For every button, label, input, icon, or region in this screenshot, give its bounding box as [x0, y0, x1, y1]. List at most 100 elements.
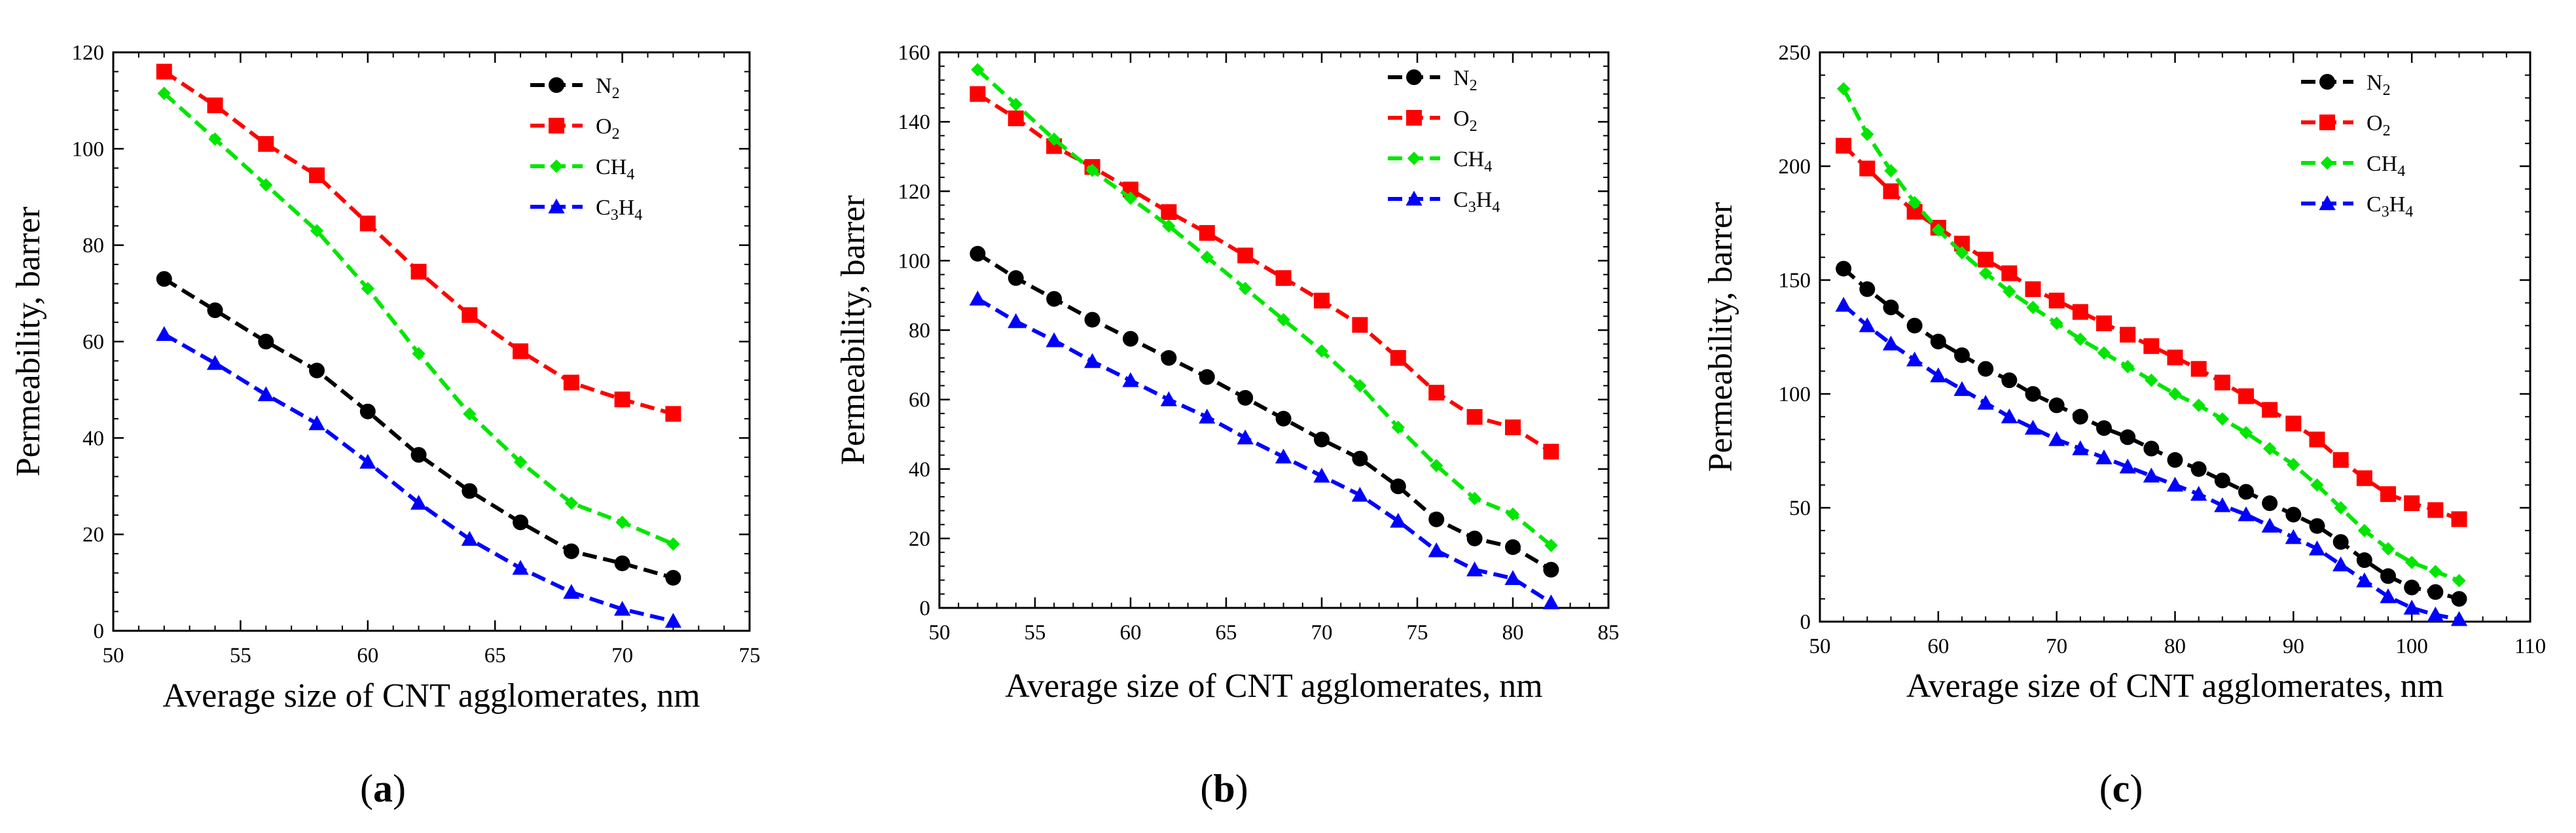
legend-marker	[1406, 110, 1422, 126]
data-point-CH4	[1884, 164, 1898, 178]
data-point-CH4	[2097, 346, 2111, 360]
data-point-C3H4	[1199, 408, 1216, 424]
chart-panel-1: 50 55 60 65 70 75 80 85 0 20 40 60 80 100 120 140 160 Ave…	[835, 41, 1620, 810]
data-point-C3H4	[2214, 497, 2231, 512]
data-point-CH4	[1836, 82, 1851, 96]
data-point-C3H4	[1428, 542, 1445, 558]
legend-label-CH4: CH4	[1453, 147, 1492, 175]
x-tick-label: 65	[484, 644, 506, 667]
data-point-O2	[1883, 183, 1899, 200]
data-point-O2	[563, 374, 579, 391]
data-point-C3H4	[2095, 449, 2113, 465]
y-tick-label: 250	[1779, 41, 1811, 65]
legend-label-sub: 4	[634, 207, 642, 224]
data-point-N2	[359, 403, 376, 419]
data-point-N2	[2262, 495, 2278, 512]
y-tick-label: 140	[898, 111, 931, 134]
y-tick-label: 100	[898, 249, 931, 273]
data-point-O2	[2048, 292, 2065, 309]
x-tick-label: 70	[2046, 635, 2067, 658]
data-point-N2	[2404, 579, 2420, 595]
data-point-CH4	[2215, 412, 2230, 426]
data-point-CH4	[2192, 399, 2205, 412]
data-point-CH4	[1047, 132, 1061, 146]
data-point-N2	[2120, 429, 2136, 446]
data-point-N2	[2356, 552, 2372, 569]
y-axis-title: Permeability, barrer	[835, 195, 872, 465]
y-tick-label: 20	[82, 523, 104, 547]
x-tick-label: 80	[2164, 635, 2186, 658]
legend-label-N2: N2	[596, 74, 620, 102]
series-line-N2	[163, 277, 674, 580]
data-point-C3H4	[1504, 570, 1521, 585]
y-tick-label: 0	[1800, 611, 1811, 634]
data-point-O2	[1859, 160, 1876, 177]
data-point-CH4	[1200, 250, 1214, 264]
data-point-C3H4	[2380, 588, 2397, 603]
data-point-N2	[1543, 561, 1559, 578]
data-point-CH4	[2145, 373, 2158, 387]
data-point-N2	[2048, 397, 2065, 414]
legend-label-sub: 4	[2405, 204, 2413, 221]
data-point-CH4	[2452, 574, 2466, 588]
series-C3H4	[1835, 296, 2468, 626]
data-point-C3H4	[1160, 391, 1177, 406]
legend-label-main: O	[596, 115, 612, 139]
data-point-N2	[1466, 530, 1483, 546]
data-point-O2	[359, 215, 376, 232]
series-CH4	[971, 63, 1558, 552]
data-point-CH4	[2334, 501, 2348, 515]
panel-label-part: (	[360, 767, 373, 810]
y-tick-label: 40	[909, 458, 930, 482]
y-axis-title: Permeability, barrer	[10, 207, 47, 476]
panel-label-part: )	[393, 767, 406, 810]
panel-label-part: (	[1200, 767, 1213, 810]
x-tick-label: 50	[929, 621, 951, 645]
legend-label-main: H	[1476, 188, 1493, 212]
data-point-CH4	[208, 132, 222, 146]
legend-label-O2: O2	[596, 115, 620, 143]
panel-label-part: )	[2130, 767, 2143, 810]
x-tick-label: 50	[103, 644, 124, 667]
data-point-CH4	[1085, 164, 1099, 177]
data-point-O2	[2285, 416, 2302, 432]
legend-label-CH4: CH4	[2367, 152, 2405, 180]
data-point-N2	[1428, 511, 1445, 527]
data-point-CH4	[2073, 332, 2088, 346]
data-point-C3H4	[2024, 419, 2042, 435]
legend-marker	[549, 77, 564, 93]
data-point-CH4	[1277, 313, 1290, 327]
legend-label-main: CH	[1453, 147, 1484, 171]
data-point-CH4	[1009, 97, 1023, 111]
legend-label-sub: 2	[2383, 122, 2391, 139]
data-point-CH4	[1908, 196, 1921, 209]
panel-label-part: )	[1235, 767, 1248, 810]
legend-label-C3H4: C3H4	[2367, 192, 2413, 221]
legend-label-C3H4: C3H4	[596, 196, 642, 224]
legend-label-sub: 2	[1470, 77, 1478, 94]
data-point-O2	[1543, 444, 1559, 460]
data-point-C3H4	[2332, 556, 2349, 572]
data-point-C3H4	[1835, 296, 1852, 312]
data-point-N2	[2143, 440, 2160, 457]
data-point-CH4	[361, 281, 374, 296]
data-point-C3H4	[2072, 440, 2089, 455]
series-N2	[156, 271, 681, 586]
data-point-N2	[614, 555, 630, 571]
data-point-N2	[1123, 330, 1138, 347]
y-tick-label: 80	[909, 319, 930, 343]
legend-label-sub: 3	[2382, 204, 2389, 221]
data-point-CH4	[1978, 266, 1993, 280]
data-point-CH4	[2239, 425, 2253, 440]
data-point-N2	[2309, 518, 2325, 534]
data-point-C3H4	[2190, 486, 2207, 501]
data-point-N2	[1836, 260, 1852, 277]
legend-label-sub: 2	[1470, 118, 1478, 135]
y-tick-label: 100	[1779, 383, 1811, 406]
data-point-N2	[2190, 461, 2207, 477]
legend-label-main: CH	[2367, 152, 2397, 176]
data-point-N2	[563, 543, 579, 559]
plot-frame	[1819, 51, 2531, 623]
data-point-CH4	[2357, 523, 2372, 537]
